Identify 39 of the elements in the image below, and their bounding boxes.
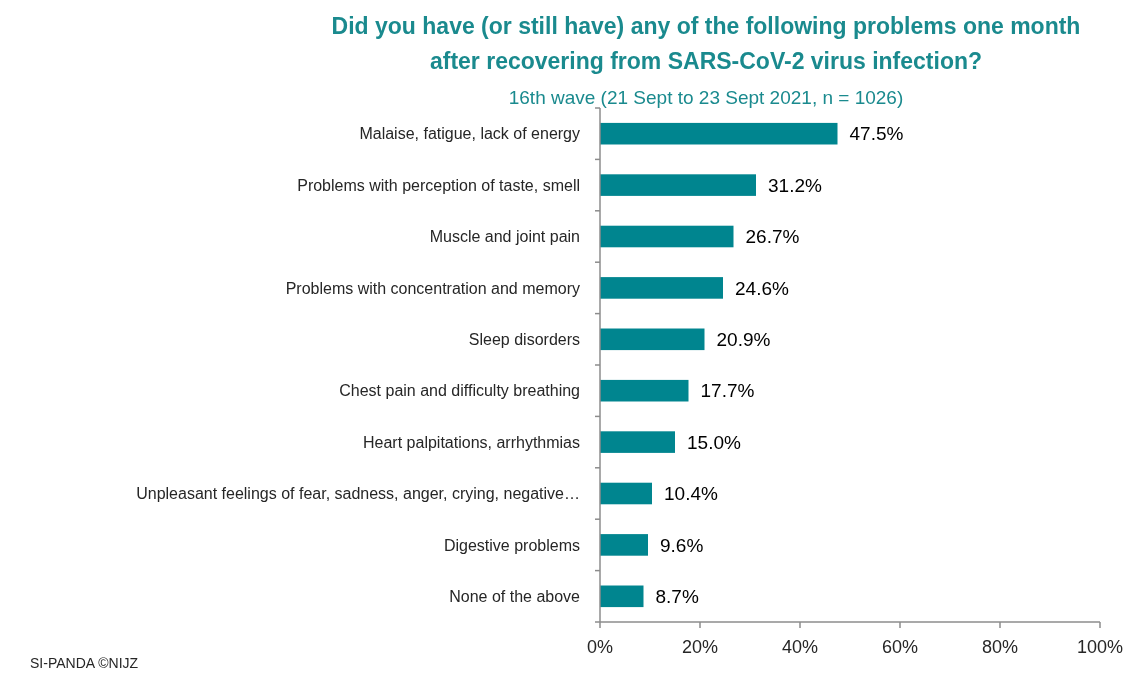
data-label: 20.9% [716,328,771,350]
bar [600,174,756,196]
text: SI-PANDA ©NIJZ [30,655,139,671]
y-tick-label: Unpleasant feelings of fear, sadness, anger, crying, negative… [136,485,580,503]
x-tick-label: 0% [586,637,614,657]
x-tick-label: 100% [1076,637,1124,657]
bar [600,277,723,299]
y-tick-label: Problems with perception of taste, smell [297,176,580,194]
y-tick-label: None of the above [449,587,581,605]
bar [600,379,689,402]
data-label: 47.5% [849,123,904,145]
bar [600,225,734,248]
data-label: 24.6% [735,277,789,299]
y-tick-label: Problems with concentration and memory [285,279,580,297]
chart-title: Did you have (or still have) any of the following problems one month after recovering from SARS-CoV-2 virus infection? [331,13,1081,74]
x-tick-label: 40% [781,637,819,657]
y-tick-label: Digestive problems [443,536,580,554]
y-tick-label: Chest pain and difficulty breathing [339,382,580,400]
x-tick-label: 60% [881,637,919,657]
data-label: 9.6% [660,534,704,556]
data-label: 15.0% [687,431,741,453]
bar [600,122,838,145]
bar [600,431,675,453]
bar [600,482,652,505]
data-label: 31.2% [768,174,822,196]
y-tick-label: Muscle and joint pain [429,228,580,246]
y-tick-label: Malaise, fatigue, lack of energy [359,125,580,143]
data-label: 26.7% [745,226,800,248]
bar [600,534,648,556]
data-label: 8.7% [655,585,699,607]
x-tick-label: 20% [681,637,719,657]
bar [600,585,644,608]
data-label: 10.4% [664,483,718,505]
bar [600,328,705,351]
data-label: 17.7% [700,380,755,402]
y-tick-label: Sleep disorders [468,330,580,348]
chart-subtitle: 16th wave (21 Sept to 23 Sept 2021, n = 1026) [508,87,904,108]
y-tick-label: Heart palpitations, arrhythmias [363,433,580,451]
x-tick-label: 80% [981,637,1019,657]
